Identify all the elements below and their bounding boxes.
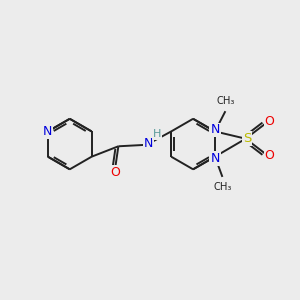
Text: CH₃: CH₃ [216,96,235,106]
Text: S: S [243,132,251,145]
Text: O: O [265,115,275,128]
Text: CH₃: CH₃ [216,96,235,106]
Text: CH₃: CH₃ [213,182,232,192]
Text: O: O [110,166,120,178]
Text: N: N [43,125,52,138]
Text: N: N [210,152,220,165]
Text: H: H [153,129,161,140]
Text: O: O [265,149,275,162]
Text: N: N [210,123,220,136]
Text: N: N [143,136,153,149]
